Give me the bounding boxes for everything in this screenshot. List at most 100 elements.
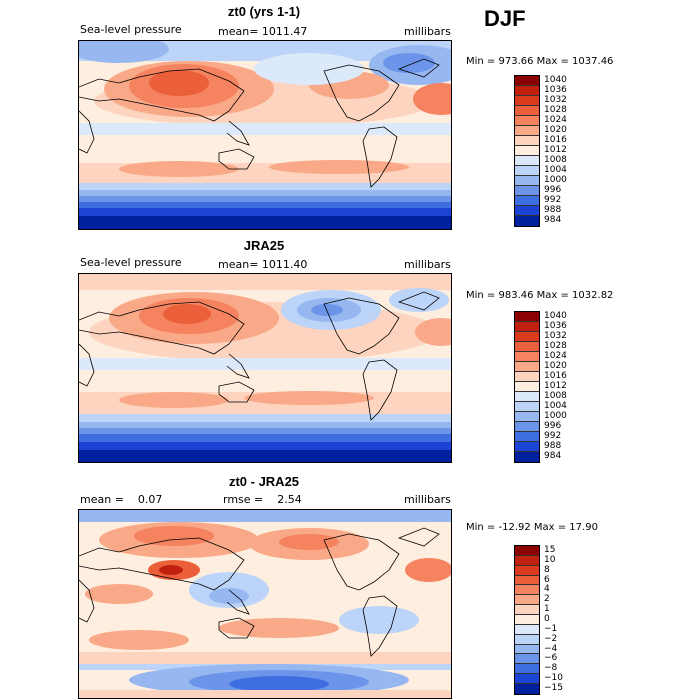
colorbar-swatch (515, 322, 539, 332)
colorbar-swatch (515, 615, 539, 625)
colorbar-tick-label: 984 (544, 451, 562, 461)
colorbar-tick-label: 1008 (544, 391, 567, 401)
colorbar-swatch (515, 654, 539, 665)
colorbar-swatch (515, 432, 539, 442)
panel-3-left-label: mean = 0.07 (80, 493, 163, 506)
panel-1-minmax: Min = 973.66 Max = 1037.46 (466, 56, 614, 67)
colorbar-tick-label: 1004 (544, 165, 567, 175)
colorbar-tick-label: 8 (544, 564, 550, 575)
colorbar-swatch (515, 116, 539, 126)
colorbar-tick-label: 1004 (544, 401, 567, 411)
panel-1-left-label: Sea-level pressure (80, 23, 182, 36)
colorbar-swatch (515, 634, 539, 645)
colorbar-swatch (515, 442, 539, 452)
panel-3-colorbar-ticks: 15 10 8 6 4 2 1 0 −1 −2 −4 −6 −8 −10 −15 (544, 545, 584, 693)
colorbar-swatch (515, 664, 539, 675)
panel-3-colorbar (514, 545, 540, 695)
colorbar-tick-label: −10 (544, 673, 563, 684)
colorbar-tick-label: 2 (544, 594, 550, 605)
colorbar-tick-label: 1036 (544, 85, 567, 95)
colorbar-tick-label: 996 (544, 421, 562, 431)
colorbar-swatch (515, 392, 539, 402)
colorbar-tick-label: −4 (544, 643, 558, 654)
panel-3-minmax: Min = -12.92 Max = 17.90 (466, 522, 598, 533)
colorbar-tick-label: 1032 (544, 331, 567, 341)
colorbar-tick-label: 4 (544, 584, 550, 595)
colorbar-swatch (515, 644, 539, 655)
colorbar-swatch (515, 595, 539, 606)
panel-1-units: millibars (404, 25, 451, 38)
colorbar-tick-label: 0 (544, 614, 550, 624)
colorbar-tick-label: 1028 (544, 341, 567, 351)
colorbar-swatch (515, 402, 539, 412)
panel-1-map (78, 40, 452, 230)
colorbar-tick-label: 1020 (544, 125, 567, 135)
colorbar-swatch (515, 565, 539, 576)
colorbar-swatch (515, 342, 539, 352)
colorbar-swatch (515, 206, 539, 216)
colorbar-tick-label: 1012 (544, 145, 567, 155)
colorbar-swatch (515, 76, 539, 86)
colorbar-swatch (515, 624, 539, 635)
colorbar-tick-label: −15 (544, 683, 563, 694)
colorbar-tick-label: 988 (544, 205, 562, 215)
colorbar-swatch (515, 126, 539, 136)
panel-3-map-field (79, 510, 451, 698)
colorbar-tick-label: 6 (544, 574, 550, 585)
panel-2-center-label: mean= 1011.40 (218, 258, 308, 271)
colorbar-tick-label: 1012 (544, 381, 567, 391)
colorbar-tick-label: −6 (544, 653, 558, 664)
colorbar-tick-label: 1020 (544, 361, 567, 371)
colorbar-tick-label: 1040 (544, 75, 567, 85)
panel-1-colorbar-ticks: 1040 1036 1032 1028 1024 1020 1016 1012 1008 1004… (544, 75, 584, 225)
colorbar-swatch (515, 216, 539, 226)
colorbar-swatch (515, 146, 539, 156)
colorbar-swatch (515, 575, 539, 586)
panel-2-map-field (79, 274, 451, 462)
panel-2-map (78, 273, 452, 463)
colorbar-tick-label: 1008 (544, 155, 567, 165)
colorbar-swatch (515, 352, 539, 362)
panel-2-left-label: Sea-level pressure (80, 256, 182, 269)
colorbar-tick-label: 1 (544, 604, 550, 615)
colorbar-swatch (515, 186, 539, 196)
colorbar-swatch (515, 176, 539, 186)
colorbar-swatch (515, 312, 539, 322)
colorbar-swatch (515, 684, 539, 694)
colorbar-swatch (515, 382, 539, 392)
colorbar-tick-label: 10 (544, 554, 556, 565)
colorbar-tick-label: 1000 (544, 411, 567, 421)
colorbar-tick-label: 992 (544, 431, 562, 441)
colorbar-swatch (515, 412, 539, 422)
colorbar-swatch (515, 106, 539, 116)
colorbar-swatch (515, 96, 539, 106)
colorbar-tick-label: 996 (544, 185, 562, 195)
colorbar-swatch (515, 422, 539, 432)
panel-2-minmax: Min = 983.46 Max = 1032.82 (466, 290, 614, 301)
colorbar-swatch (515, 546, 539, 556)
colorbar-swatch (515, 605, 539, 616)
panel-1-center-label: mean= 1011.47 (218, 25, 308, 38)
colorbar-tick-label: 1036 (544, 321, 567, 331)
colorbar-tick-label: 1016 (544, 135, 567, 145)
colorbar-tick-label: −1 (544, 623, 558, 634)
panel-1-colorbar (514, 75, 540, 227)
colorbar-tick-label: 984 (544, 215, 562, 225)
season-label: DJF (484, 6, 526, 31)
colorbar-swatch (515, 362, 539, 372)
colorbar-swatch (515, 674, 539, 685)
colorbar-swatch (515, 332, 539, 342)
colorbar-swatch (515, 196, 539, 206)
colorbar-tick-label: 1000 (544, 175, 567, 185)
panel-2-units: millibars (404, 258, 451, 271)
panel-3-title: zt0 - JRA25 (228, 474, 300, 489)
panel-2-colorbar-ticks: 1040 1036 1032 1028 1024 1020 1016 1012 1008 1004… (544, 311, 584, 461)
colorbar-swatch (515, 555, 539, 566)
panel-1-title: zt0 (yrs 1-1) (227, 4, 301, 19)
panel-3-units: millibars (404, 493, 451, 506)
panel-2-title: JRA25 (243, 238, 285, 253)
colorbar-swatch (515, 166, 539, 176)
colorbar-swatch (515, 136, 539, 146)
panel-3-center-label: rmse = 2.54 (223, 493, 302, 506)
colorbar-swatch (515, 372, 539, 382)
